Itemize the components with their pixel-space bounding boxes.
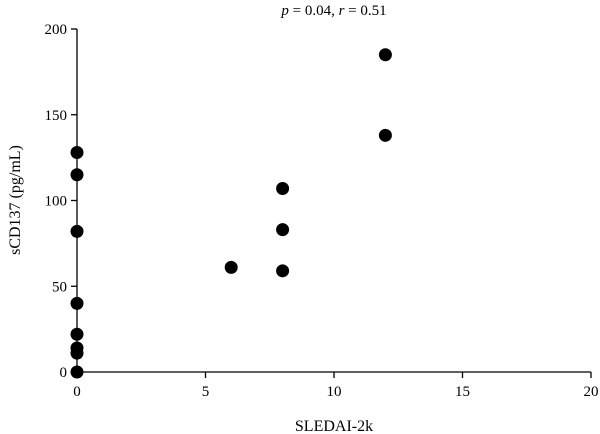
data-point [70, 346, 84, 360]
x-axis-ticks: 0 5 10 15 20 [73, 372, 599, 400]
title-p-symbol: p [280, 3, 289, 19]
data-point [70, 168, 84, 182]
title-p-value: = 0.04, [289, 3, 339, 19]
y-tick-label: 100 [45, 194, 68, 210]
data-point [70, 296, 84, 310]
data-point [276, 264, 290, 278]
x-tick-label: 20 [584, 384, 599, 400]
data-point [276, 181, 290, 195]
x-tick-label: 10 [327, 384, 342, 400]
y-tick-label: 150 [45, 108, 68, 124]
chart-title: p = 0.04, r = 0.51 [280, 3, 386, 19]
data-point [224, 260, 238, 274]
x-tick-label: 0 [73, 384, 81, 400]
x-axis-title: SLEDAI-2k [295, 418, 373, 434]
data-point [70, 224, 84, 238]
y-axis-ticks: 0 50 100 150 200 [45, 22, 77, 381]
data-point [70, 365, 84, 379]
data-point [276, 223, 290, 237]
title-r-symbol: r [339, 3, 345, 19]
data-point [70, 327, 84, 341]
x-tick-label: 5 [202, 384, 210, 400]
y-axis-title: sCD137 (pg/mL) [7, 145, 24, 255]
data-point [70, 145, 84, 159]
y-tick-label: 0 [60, 365, 68, 381]
y-tick-label: 200 [45, 22, 68, 38]
data-point [378, 128, 392, 142]
title-r-value: = 0.51 [344, 3, 386, 19]
y-tick-label: 50 [52, 279, 67, 295]
x-tick-label: 15 [455, 384, 470, 400]
data-point [378, 48, 392, 62]
data-points [70, 48, 392, 379]
